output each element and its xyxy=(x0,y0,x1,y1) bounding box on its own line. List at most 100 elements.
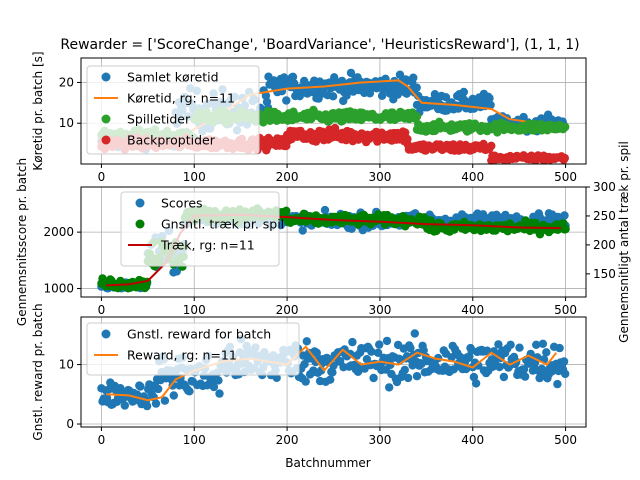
scatter-point xyxy=(168,381,177,390)
x-tick-label: 200 xyxy=(276,433,299,447)
scatter-point xyxy=(214,376,223,385)
scatter-point xyxy=(410,329,419,338)
y-tick-label: 0 xyxy=(66,417,74,431)
scatter-point xyxy=(142,401,152,411)
scatter-point xyxy=(330,123,340,133)
x-axis-label: Batchnummer xyxy=(285,456,370,470)
legend: Samlet køretid Køretid, rg: n=11 Spilletid… xyxy=(86,65,260,155)
legend-label: Backproptider xyxy=(127,133,216,148)
scatter-point xyxy=(487,141,496,150)
x-tick-label: 0 xyxy=(98,433,106,447)
scatter-point xyxy=(538,339,548,348)
legend-marker xyxy=(135,198,145,208)
scatter-point xyxy=(160,396,170,405)
scatter-point xyxy=(185,387,194,396)
scatter-point xyxy=(320,205,330,215)
scatter-point xyxy=(395,70,405,79)
y-right-tick-label: 300 xyxy=(593,180,616,194)
scatter-point xyxy=(282,96,291,105)
y-right-tick-label: 200 xyxy=(593,238,616,252)
scatter-point xyxy=(495,362,504,372)
x-tick-label: 500 xyxy=(554,170,577,184)
scatter-point xyxy=(369,373,378,383)
legend-marker xyxy=(101,114,111,124)
scatter-point xyxy=(419,346,428,355)
x-tick-label: 0 xyxy=(98,303,106,317)
axes-frame xyxy=(80,316,587,428)
scatter-point xyxy=(483,346,492,355)
scatter-point xyxy=(367,347,376,356)
scatter-point xyxy=(326,375,335,384)
scatter-point xyxy=(154,384,163,394)
legend-label: Gnstl. reward for batch xyxy=(127,327,271,342)
series-line xyxy=(106,345,558,402)
y-tick-label: 20 xyxy=(59,75,74,89)
x-tick-label: 400 xyxy=(461,170,484,184)
axes-frame xyxy=(80,186,587,298)
scatter-point xyxy=(301,377,310,386)
runtime-panel: 0 100 200 300 400 500 10 20 Køretid pr. batch [s… xyxy=(31,51,587,184)
legend-box xyxy=(120,191,280,267)
y-tick-label: 10 xyxy=(59,358,74,372)
reward-panel: 0 100 200 300 400 500 0 10 Gnstl. reward pr. bat… xyxy=(31,303,587,447)
scatter-point xyxy=(449,365,458,374)
scatter-point xyxy=(385,383,394,392)
legend-label: Reward, rg: n=11 xyxy=(127,348,237,363)
scatter-point xyxy=(151,399,161,408)
y-axis-label: Køretid pr. batch [s] xyxy=(31,51,45,170)
y-right-axis-label: Gennemsnitligt antal træk pr. spil xyxy=(617,141,631,343)
scatter-point xyxy=(542,348,551,357)
x-tick-label: 200 xyxy=(276,303,299,317)
scatter-point xyxy=(272,373,281,382)
x-tick-label: 100 xyxy=(183,170,206,184)
scatter-point xyxy=(302,337,311,346)
y-axis-label: Gennemsnitsscore pr. batch xyxy=(15,158,29,326)
y-right-tick-label: 150 xyxy=(593,267,616,281)
legend-marker xyxy=(101,72,111,82)
scatter-point xyxy=(373,348,383,357)
legend-label: Træk, rg: n=11 xyxy=(160,238,255,253)
scatter-point xyxy=(346,68,356,78)
scatter-point xyxy=(348,337,357,347)
scatter-point xyxy=(515,343,524,352)
scatter-point xyxy=(459,87,468,97)
x-tick-label: 300 xyxy=(368,303,391,317)
scatter-point xyxy=(559,357,569,366)
legend-label: Spilletider xyxy=(127,112,191,127)
scatter-point xyxy=(169,391,178,400)
scatter-point xyxy=(485,94,494,103)
scatter-point xyxy=(328,368,337,377)
legend: Scores Gnsntl. træk pr. spil Træk, rg: n=1… xyxy=(120,191,284,267)
scatter-point xyxy=(412,372,422,381)
x-tick-label: 200 xyxy=(276,170,299,184)
legend-label: Gnsntl. træk pr. spil xyxy=(161,217,284,232)
scatter-point xyxy=(215,389,224,398)
scatter-point xyxy=(298,226,307,235)
scatter-point xyxy=(328,92,338,101)
x-tick-label: 100 xyxy=(183,303,206,317)
legend-label: Samlet køretid xyxy=(127,70,219,85)
axes-frame xyxy=(80,57,587,165)
legend-label: Scores xyxy=(161,196,203,211)
scatter-point xyxy=(469,372,479,382)
y-tick-label: 1000 xyxy=(43,282,74,296)
x-tick-label: 500 xyxy=(554,433,577,447)
scatter-point xyxy=(282,206,291,215)
legend-box xyxy=(86,65,260,155)
legend-marker xyxy=(135,219,145,229)
scatter-point xyxy=(561,224,570,234)
scatter-point xyxy=(494,340,503,349)
legend-label: Køretid, rg: n=11 xyxy=(127,91,235,106)
scatter-point xyxy=(560,211,569,220)
scatter-point xyxy=(400,365,409,375)
y-tick-label: 10 xyxy=(59,116,74,130)
y-right-tick-label: 250 xyxy=(593,209,616,223)
scatter-point xyxy=(561,122,570,132)
scatter-point xyxy=(136,382,145,391)
scatter-point xyxy=(288,72,298,82)
y-tick-label: 2000 xyxy=(43,225,74,239)
scatter-point xyxy=(520,372,530,381)
scatter-point xyxy=(409,73,418,82)
legend-box xyxy=(86,322,300,376)
